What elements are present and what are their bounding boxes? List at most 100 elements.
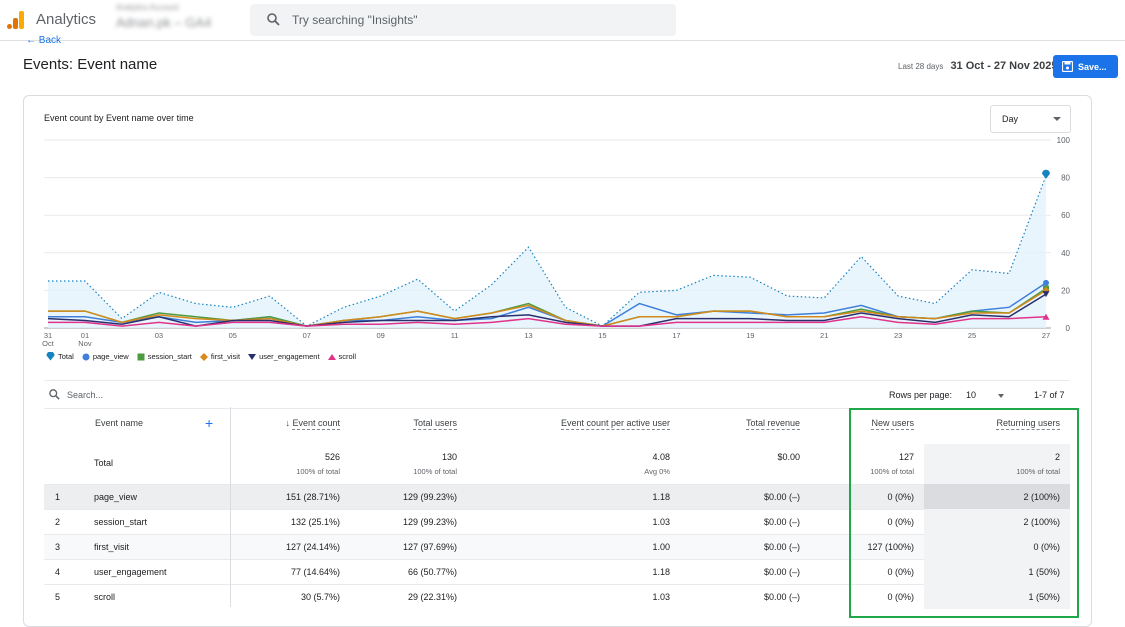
data-point-marker xyxy=(1042,291,1050,298)
x-tick-label: 19 xyxy=(746,331,754,340)
series-line-user-engagement xyxy=(47,293,1047,327)
header-label: Total users xyxy=(413,418,457,430)
x-tick-label: 15 xyxy=(598,331,606,340)
data-point-marker xyxy=(1043,279,1049,286)
add-dimension-icon[interactable]: + xyxy=(205,415,214,431)
series-line-scroll xyxy=(48,315,1047,327)
legend-marker-icon xyxy=(82,353,90,361)
legend-item-first-visit[interactable]: first_visit xyxy=(199,352,240,361)
series-line-total xyxy=(48,175,1047,327)
rows-per-page-select[interactable]: 10 xyxy=(966,390,977,400)
header-label: Returning users xyxy=(996,418,1060,430)
returning-users-cell: 2 (100%) xyxy=(1023,517,1060,527)
chart-legend: Total page_view session_start first_visit us… xyxy=(46,352,356,361)
y-tick-label: 0 xyxy=(1066,324,1071,333)
event-name-cell[interactable]: first_visit xyxy=(94,542,130,552)
event-count-cell: 30 (5.7%) xyxy=(300,592,340,602)
date-range-picker[interactable]: Last 28 days 31 Oct - 27 Nov 2025 xyxy=(898,60,1057,72)
y-tick-label: 80 xyxy=(1061,174,1070,183)
event-count-cell: 127 (24.14%) xyxy=(285,542,340,552)
save-button[interactable]: Save... xyxy=(1053,55,1118,78)
per-active-user-cell: 1.00 xyxy=(652,542,670,552)
header-new-users[interactable]: New users xyxy=(714,418,914,430)
event-name-cell[interactable]: user_engagement xyxy=(94,567,167,577)
total-users-total: 130 xyxy=(441,452,457,462)
table-search-input[interactable]: Search... xyxy=(67,390,104,400)
pagination-info: 1-7 of 7 xyxy=(1034,390,1065,400)
legend-label: session_start xyxy=(147,352,192,361)
x-tick-label: 13 xyxy=(524,331,532,340)
header-total-revenue[interactable]: Total revenue xyxy=(600,418,800,430)
header-event-count-per-active-user[interactable]: Event count per active user xyxy=(470,418,670,430)
total-users-cell: 29 (22.31%) xyxy=(407,592,457,602)
property-name: Adnan.pk – GA4 xyxy=(116,15,212,30)
header-event-name[interactable]: Event name xyxy=(95,418,144,428)
returning-users-cell-bg xyxy=(924,534,1070,559)
total-users-cell: 129 (99.23%) xyxy=(402,517,457,527)
header-total-users[interactable]: Total users xyxy=(257,418,457,430)
legend-item-total[interactable]: Total xyxy=(46,352,74,361)
event-name-cell[interactable]: page_view xyxy=(94,492,138,502)
granularity-value: Day xyxy=(1002,114,1019,124)
analytics-logo-icon[interactable] xyxy=(6,10,26,30)
back-arrow-icon: ← xyxy=(26,35,39,46)
returning-users-cell-bg xyxy=(924,484,1070,509)
new-users-cell: 0 (0%) xyxy=(887,592,914,602)
table-row[interactable] xyxy=(44,584,1070,610)
event-count-cell: 132 (25.1%) xyxy=(290,517,340,527)
returning-users-cell-bg xyxy=(924,584,1070,609)
legend-marker-icon xyxy=(137,353,145,361)
legend-label: user_engagement xyxy=(259,352,320,361)
series-line-first-visit xyxy=(48,289,1047,327)
sort-down-icon[interactable]: ↓ xyxy=(285,418,293,428)
granularity-select[interactable]: Day xyxy=(990,105,1071,133)
x-tick-label: 21 xyxy=(820,331,828,340)
table-row[interactable] xyxy=(44,484,1070,510)
back-link[interactable]: ← Back xyxy=(26,35,61,46)
returning-users-cell: 0 (0%) xyxy=(1033,542,1060,552)
legend-item-scroll[interactable]: scroll xyxy=(327,352,356,361)
row-number: 2 xyxy=(55,517,61,527)
row-number: 1 xyxy=(55,492,61,502)
table-toolbar: Search... Rows per page: 10 1-7 of 7 xyxy=(44,380,1070,409)
legend-label: Total xyxy=(58,352,74,361)
header-event-count[interactable]: ↓ Event count xyxy=(140,418,340,430)
new-users-total-percent: 100% of total xyxy=(870,467,914,476)
row-number: 5 xyxy=(55,592,61,602)
event-count-total: 526 xyxy=(324,452,340,462)
legend-item-session-start[interactable]: session_start xyxy=(137,352,192,361)
x-tick-label: 11 xyxy=(451,331,459,340)
table-row[interactable] xyxy=(44,534,1070,560)
account-name: Analytics Account xyxy=(116,3,179,12)
event-name-cell[interactable]: scroll xyxy=(94,592,116,602)
legend-item-page-view[interactable]: page_view xyxy=(82,352,129,361)
event-count-cell: 151 (28.71%) xyxy=(285,492,340,502)
highlight-box xyxy=(849,408,1079,618)
account-selector[interactable]: Analytics Account Adnan.pk – GA4 xyxy=(116,3,236,35)
x-tick-label: 31 xyxy=(44,331,52,340)
search-icon xyxy=(267,13,280,26)
legend-marker-icon xyxy=(46,352,55,361)
search-placeholder: Try searching "Insights" xyxy=(292,13,418,27)
new-users-cell: 0 (0%) xyxy=(887,517,914,527)
new-users-cell: 127 (100%) xyxy=(867,542,914,552)
search-bar[interactable]: Try searching "Insights" xyxy=(250,4,676,36)
header-returning-users[interactable]: Returning users xyxy=(860,418,1060,430)
legend-item-user-engagement[interactable]: user_engagement xyxy=(248,352,320,361)
event-name-cell[interactable]: session_start xyxy=(94,517,148,527)
table-row[interactable] xyxy=(44,509,1070,535)
per-active-user-cell: 1.03 xyxy=(652,517,670,527)
data-point-marker xyxy=(1042,313,1050,320)
returning-users-cell: 1 (50%) xyxy=(1028,592,1060,602)
chevron-down-icon[interactable] xyxy=(998,394,1004,398)
back-label: Back xyxy=(38,35,62,46)
table-row[interactable] xyxy=(44,559,1070,585)
date-range-value: 31 Oct - 27 Nov 2025 xyxy=(950,60,1058,72)
x-tick-label: 07 xyxy=(303,331,311,340)
data-point-marker xyxy=(1042,169,1050,179)
legend-marker-icon xyxy=(199,352,208,361)
search-icon xyxy=(49,389,60,400)
total-users-cell: 129 (99.23%) xyxy=(402,492,457,502)
x-tick-label: 23 xyxy=(894,331,902,340)
rows-per-page-label: Rows per page: xyxy=(889,390,953,400)
